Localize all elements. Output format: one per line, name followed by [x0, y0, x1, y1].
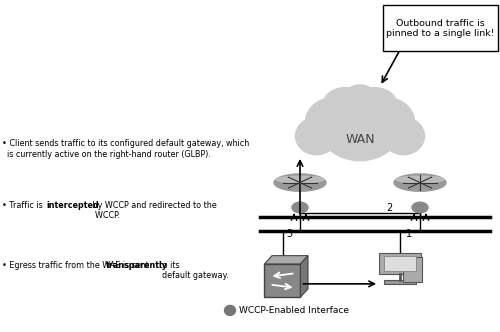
- FancyBboxPatch shape: [384, 256, 416, 271]
- Text: • Client sends traffic to its configured default gateway, which
  is currently a: • Client sends traffic to its configured…: [2, 139, 250, 159]
- Text: 1: 1: [406, 229, 412, 239]
- Text: WCCP-Enabled Interface: WCCP-Enabled Interface: [239, 306, 349, 315]
- FancyBboxPatch shape: [382, 5, 498, 51]
- Polygon shape: [300, 256, 308, 297]
- Ellipse shape: [305, 98, 362, 148]
- Text: to its
  default gateway.: to its default gateway.: [157, 261, 229, 280]
- Text: transparently: transparently: [106, 261, 168, 270]
- Ellipse shape: [319, 92, 401, 161]
- FancyBboxPatch shape: [379, 253, 421, 274]
- Ellipse shape: [412, 202, 428, 213]
- Ellipse shape: [394, 174, 446, 191]
- Text: WAN: WAN: [345, 133, 375, 146]
- Ellipse shape: [276, 176, 324, 183]
- Ellipse shape: [296, 118, 338, 155]
- Text: 3: 3: [286, 229, 292, 239]
- FancyBboxPatch shape: [264, 264, 300, 297]
- Text: 2: 2: [386, 203, 392, 213]
- Ellipse shape: [396, 176, 444, 183]
- FancyBboxPatch shape: [403, 257, 422, 282]
- Ellipse shape: [224, 305, 235, 315]
- Text: intercepted: intercepted: [46, 201, 99, 210]
- Ellipse shape: [382, 118, 424, 155]
- Ellipse shape: [352, 88, 398, 125]
- Text: • Traffic is: • Traffic is: [2, 201, 46, 210]
- Polygon shape: [264, 256, 308, 264]
- Text: Outbound traffic is
pinned to a single link!: Outbound traffic is pinned to a single l…: [386, 19, 494, 38]
- Text: • Egress traffic from the WAE is sent: • Egress traffic from the WAE is sent: [2, 261, 152, 270]
- Ellipse shape: [274, 174, 326, 191]
- Ellipse shape: [292, 202, 308, 213]
- Ellipse shape: [322, 88, 368, 125]
- Ellipse shape: [358, 98, 415, 148]
- Ellipse shape: [344, 85, 376, 112]
- FancyBboxPatch shape: [384, 280, 416, 284]
- Text: by WCCP and redirected to the
  WCCP.: by WCCP and redirected to the WCCP.: [90, 201, 217, 220]
